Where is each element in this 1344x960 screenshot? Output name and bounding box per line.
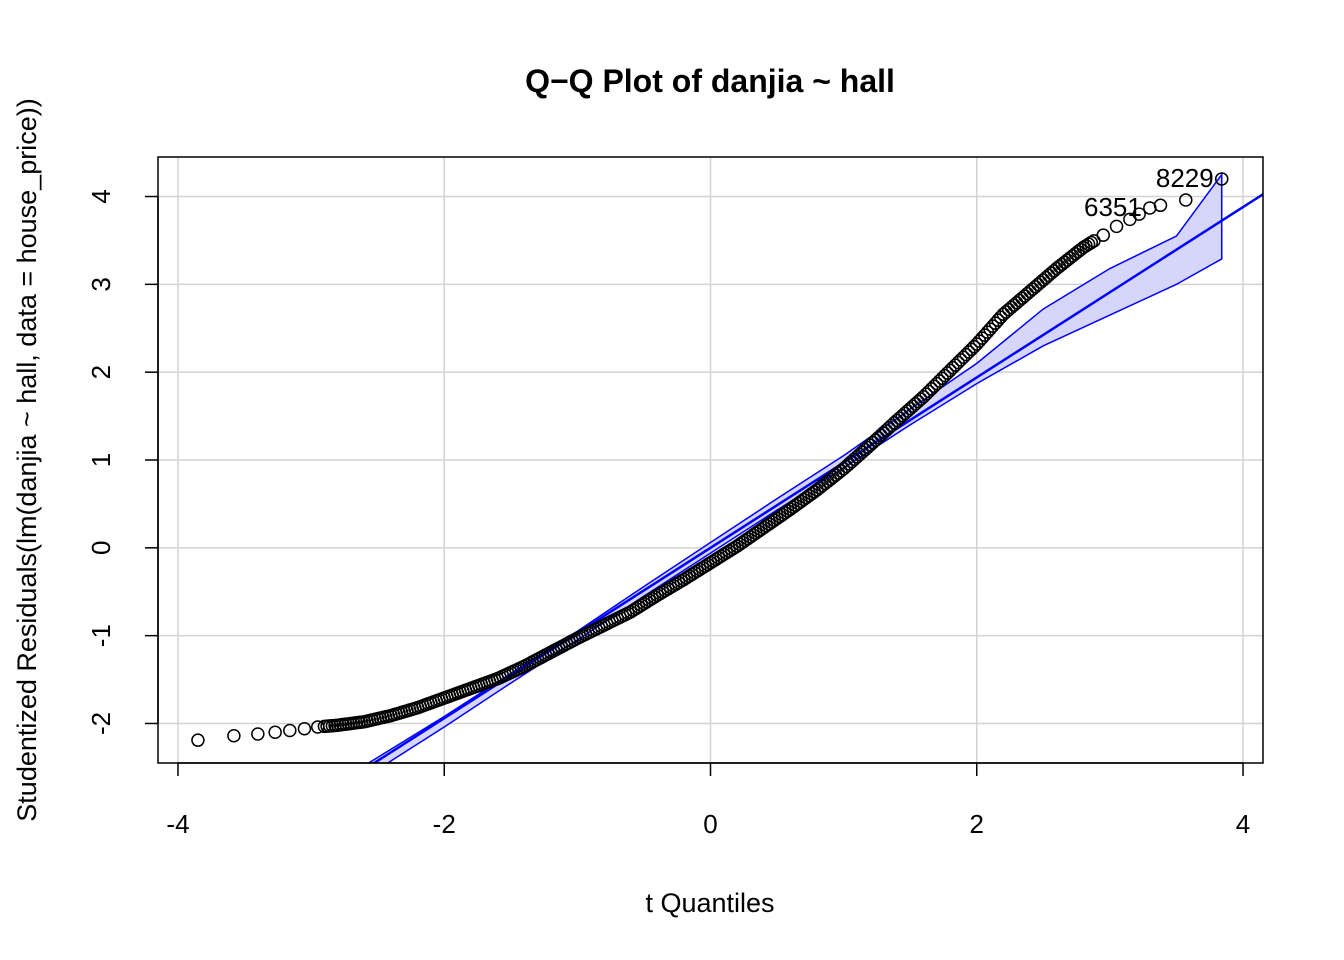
grid <box>158 157 1263 763</box>
data-point <box>297 721 312 736</box>
data-point <box>1179 193 1193 207</box>
point-label: 8229 <box>1156 163 1214 193</box>
reference-line-path <box>371 193 1263 763</box>
x-axis-title: t Quantiles <box>645 888 774 918</box>
point-label: 6351 <box>1084 192 1142 222</box>
data-point <box>251 727 265 741</box>
y-tick-label: -2 <box>86 712 116 735</box>
y-axis-title: Studentized Residuals(lm(danjia ~ hall, … <box>12 98 42 821</box>
y-tick-label: 3 <box>86 277 116 291</box>
data-point <box>1109 219 1124 234</box>
data-point <box>1132 207 1146 221</box>
y-tick-label: 2 <box>86 365 116 379</box>
point-labels: 8229 6351 <box>1084 163 1214 222</box>
data-point <box>1084 235 1099 250</box>
chart-title: Q−Q Plot of danjia ~ hall <box>525 63 895 99</box>
data-point <box>268 725 282 740</box>
reference-line <box>371 193 1263 763</box>
y-tick-label: 1 <box>86 453 116 467</box>
data-point <box>227 729 241 743</box>
x-tick-label: -2 <box>433 809 456 839</box>
data-point <box>191 733 205 747</box>
data-points <box>191 172 1229 747</box>
data-point <box>283 723 297 738</box>
y-tick-label: 4 <box>86 189 116 203</box>
x-tick-label: 0 <box>703 809 717 839</box>
x-tick-label: 2 <box>970 809 984 839</box>
y-tick-label: 0 <box>86 541 116 555</box>
data-point <box>1214 172 1229 186</box>
y-axis: -2 -1 0 1 2 3 4 <box>86 189 159 735</box>
data-point <box>1153 198 1168 213</box>
y-tick-label: -1 <box>86 624 116 647</box>
x-tick-label: -4 <box>166 809 189 839</box>
data-point <box>1087 234 1101 248</box>
x-tick-label: 4 <box>1236 809 1250 839</box>
x-axis: -4 -2 0 2 4 <box>166 762 1250 839</box>
